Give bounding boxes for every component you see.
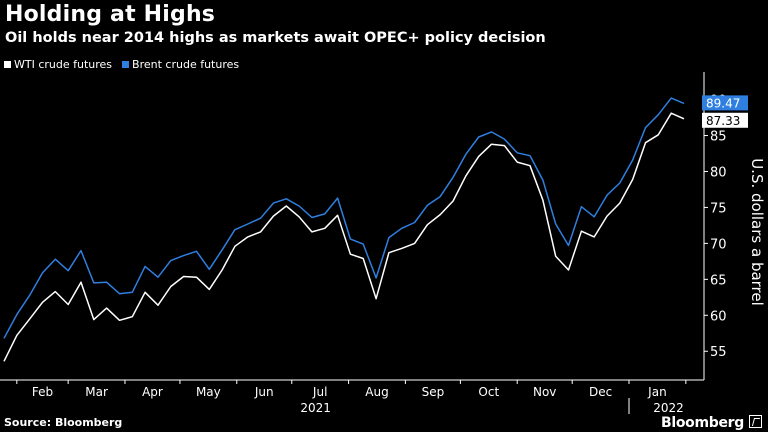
- x-tick-label: Aug: [365, 385, 388, 399]
- end-label-brent: 89.47: [706, 96, 740, 110]
- x-year-label: 2022: [653, 401, 684, 415]
- series-line-brent: [3, 97, 685, 339]
- end-label-box-brent: [702, 95, 748, 111]
- x-tick-label: Oct: [478, 385, 499, 399]
- x-tick-label: Nov: [533, 385, 556, 399]
- bloomberg-logo-icon: [749, 415, 762, 428]
- x-tick-label: Feb: [32, 385, 53, 399]
- y-tick-label: 70: [710, 237, 727, 252]
- legend-swatch-brent: [122, 61, 130, 68]
- chart-legend: WTI crude futures Brent crude futures: [4, 58, 239, 71]
- source-note: Source: Bloomberg: [4, 416, 123, 429]
- y-axis-title: U.S. dollars a barrel: [748, 158, 766, 306]
- legend-item-brent: Brent crude futures: [122, 58, 239, 71]
- y-tick-label: 75: [710, 201, 727, 216]
- x-year-label: 2021: [300, 401, 331, 415]
- x-tick-label: Apr: [142, 385, 163, 399]
- legend-swatch-wti: [4, 61, 11, 68]
- series-line-wti: [3, 112, 685, 362]
- x-tick-label: Jul: [312, 385, 327, 399]
- x-tick-label: Mar: [85, 385, 108, 399]
- legend-label-brent: Brent crude futures: [132, 58, 240, 71]
- y-tick-label: 65: [710, 273, 727, 288]
- x-tick-label: Sep: [422, 385, 445, 399]
- legend-label-wti: WTI crude futures: [14, 58, 113, 71]
- x-tick-label: Dec: [589, 385, 612, 399]
- y-tick-label: 80: [710, 165, 727, 180]
- brand-wordmark: Bloomberg: [660, 415, 744, 431]
- end-label-box-wti: [702, 112, 748, 128]
- chart-title: Holding at Highs: [5, 2, 216, 27]
- x-tick-label: Jun: [254, 385, 274, 399]
- legend-item-wti: WTI crude futures: [4, 58, 112, 71]
- y-tick-label: 55: [710, 345, 727, 360]
- chart-subtitle: Oil holds near 2014 highs as markets awa…: [5, 30, 546, 46]
- y-tick-label: 85: [710, 130, 727, 145]
- y-tick-label: 60: [710, 309, 727, 324]
- x-tick-label: Jan: [647, 385, 667, 399]
- end-label-wti: 87.33: [706, 114, 740, 128]
- x-tick-label: May: [196, 385, 221, 399]
